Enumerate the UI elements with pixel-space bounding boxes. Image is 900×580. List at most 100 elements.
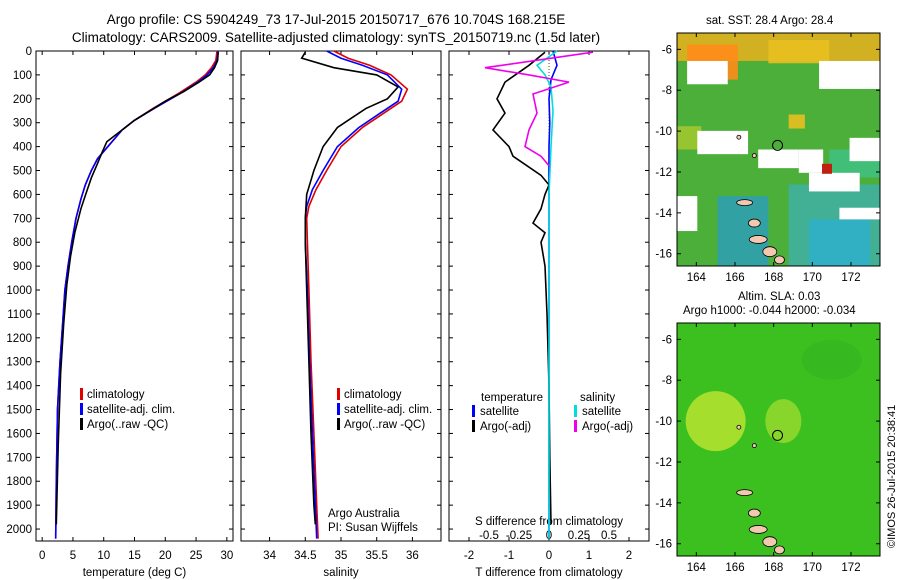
temperature-xtick-label: 20 (159, 550, 172, 562)
series-climatology (305, 50, 409, 539)
map-ytick-label: -6 (662, 334, 672, 346)
map-frame (676, 32, 881, 267)
island (747, 218, 761, 228)
cloud-gap (798, 149, 824, 173)
map-xtick-label: 170 (803, 272, 822, 284)
top-tick-label: -0.5 (479, 530, 499, 542)
map-xtick-label: 172 (841, 272, 860, 284)
legend-title-temperature: temperature (481, 392, 543, 404)
map-frame (676, 322, 881, 557)
profile-charts: 0100200300400500600700800900100011001200… (6, 46, 650, 579)
map-xtick-label: 172 (841, 562, 860, 574)
depth-tick-label: 1900 (6, 500, 32, 512)
sla-high (685, 391, 746, 452)
island (762, 246, 778, 258)
map-ytick-label: -6 (662, 44, 672, 56)
map-xtick-label: 164 (687, 272, 707, 284)
island (751, 153, 757, 159)
map-xtick-label: 168 (764, 272, 783, 284)
sst-map-title: sat. SST: 28.4 Argo: 28.4 (706, 15, 834, 27)
profile-marker (772, 139, 784, 151)
temperature-frame (35, 50, 234, 542)
top-tick-label: -0.25 (506, 530, 532, 542)
island (751, 443, 757, 449)
cloud-gap (839, 207, 880, 220)
legend-title-salinity: salinity (580, 392, 615, 404)
title-line-1: Argo profile: CS 5904249_73 17-Jul-2015 … (106, 12, 566, 27)
sst-patch (687, 44, 738, 80)
island (748, 235, 768, 244)
legend-label: Argo(-adj) (480, 421, 531, 433)
depth-tick-label: 1100 (7, 309, 32, 321)
depth-tick-label: 1500 (6, 405, 32, 417)
cloud-gap (687, 60, 728, 85)
title-line-2: Climatology: CARS2009. Satellite-adjuste… (71, 30, 601, 45)
island (747, 508, 761, 518)
depth-tick-label: 1200 (6, 333, 32, 345)
sst-patch (788, 114, 805, 129)
map-xtick-label: 164 (687, 562, 707, 574)
legend-swatch (80, 388, 83, 400)
temperature-xtick-label: 15 (128, 550, 141, 562)
cloud-gap (677, 196, 698, 232)
depth-tick-label: 800 (13, 237, 32, 249)
series-argo-raw-qc- (55, 52, 219, 525)
profile-marker (772, 429, 784, 441)
temperature-xtick-label: 10 (97, 550, 110, 562)
map-xtick-label: 168 (764, 562, 783, 574)
salinity-xtick-label: 35.5 (366, 550, 388, 562)
series-salinity-satellite (535, 50, 558, 539)
sst-patch (677, 33, 880, 61)
island (736, 424, 742, 430)
cloud-gap (849, 137, 880, 162)
sst-patch (717, 196, 769, 266)
depth-tick-label: 400 (13, 142, 32, 154)
series-argo-raw-qc- (300, 51, 400, 525)
legend-swatch (337, 403, 340, 415)
salinity-frame (240, 50, 442, 542)
legend-label: satellite-adj. clim. (87, 404, 175, 416)
temperature-xtick-label: 25 (190, 550, 203, 562)
pi-note: PI: Susan Wijffels (328, 522, 418, 534)
legend-swatch (337, 418, 340, 430)
salinity-xtick-label: 35 (335, 550, 348, 562)
difference-xtick-label: 1 (586, 550, 592, 562)
island (736, 134, 742, 140)
sla-field (677, 323, 880, 556)
depth-tick-label: 1300 (6, 357, 32, 369)
salinity-xtick-label: 34 (263, 550, 276, 562)
depth-tick-label: 500 (13, 166, 32, 178)
sla-map-title-2: Argo h1000: -0.044 h2000: -0.034 (683, 305, 856, 317)
island (736, 199, 754, 207)
legend-swatch (574, 420, 577, 432)
depth-tick-label: 200 (13, 94, 32, 106)
legend-label: satellite-adj. clim. (344, 404, 432, 416)
legend-swatch (472, 405, 475, 417)
cloud-gap (808, 172, 860, 192)
map-xtick-label: 166 (725, 562, 744, 574)
sst-patch (788, 184, 880, 266)
depth-tick-label: 100 (13, 70, 32, 82)
depth-tick-label: 2000 (6, 524, 32, 536)
legend-swatch (574, 405, 577, 417)
depth-tick-label: 0 (26, 46, 32, 58)
depth-tick-label: 600 (13, 189, 32, 201)
map-xtick-label: 170 (803, 562, 822, 574)
sst-field (677, 33, 880, 266)
depth-tick-label: 700 (13, 213, 32, 225)
depth-tick-label: 1800 (6, 476, 32, 488)
sla-map-title-1: Altim. SLA: 0.03 (738, 291, 821, 303)
depth-tick-label: 1600 (6, 428, 32, 440)
depth-tick-label: 1400 (6, 381, 32, 393)
cloud-gap (697, 130, 749, 155)
sla-map: 164 166 168 170 172-6-8-10-12-14-16 (655, 322, 881, 574)
sst-patch (808, 219, 870, 266)
legend-label: climatology (87, 389, 145, 401)
salinity-panel: 34 34.5 35 35.5 36 salinity climatology satelli… (240, 50, 442, 579)
cloud-gap (758, 149, 799, 169)
legend-swatch (472, 420, 475, 432)
difference-xtick-label: -1 (504, 550, 514, 562)
legend-swatch (337, 388, 340, 400)
salinity-xtick-label: 36 (406, 550, 419, 562)
cloud-gap (819, 60, 880, 89)
